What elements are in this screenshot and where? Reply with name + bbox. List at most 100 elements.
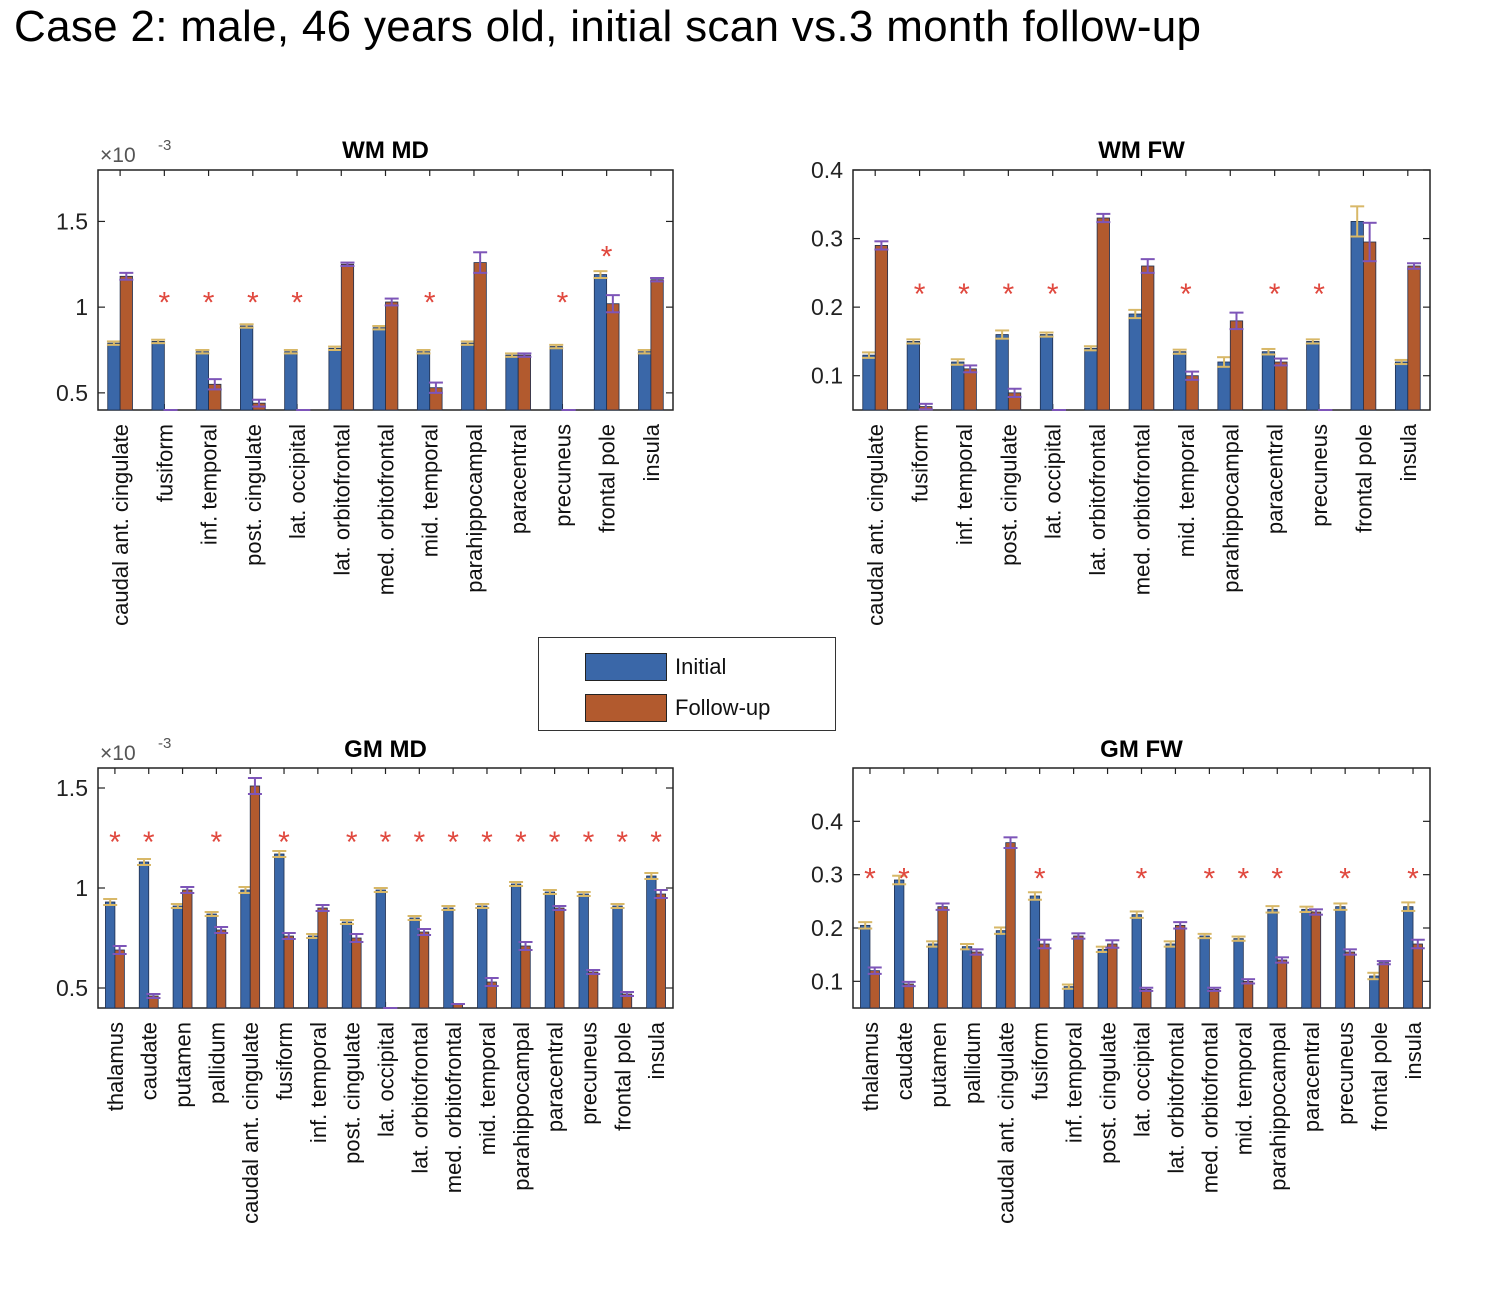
xtick-label-wm-md: fusiform <box>152 424 177 502</box>
xtick-label-gm-md: lat. orbitofrontal <box>407 1022 432 1174</box>
bar-followup-gm-md <box>655 893 666 1009</box>
xtick-label-gm-md: thalamus <box>103 1022 128 1111</box>
bar-followup-gm-md <box>215 929 227 1009</box>
bar-followup-wm-md <box>473 262 487 411</box>
bar-initial-gm-md <box>274 853 285 1009</box>
significance-star-gm-md: * <box>481 826 493 859</box>
significance-star-wm-md: * <box>557 287 569 320</box>
bar-initial-wm-fw <box>951 361 965 411</box>
xtick-label-gm-fw: post. cingulate <box>1096 1022 1121 1164</box>
significance-star-gm-md: * <box>549 826 561 859</box>
bar-initial-wm-md <box>416 351 431 411</box>
bar-initial-gm-md <box>240 889 251 1009</box>
chart-title-gm-md: GM MD <box>344 736 427 763</box>
xtick-label-wm-md: lat. orbitofrontal <box>329 424 354 576</box>
bar-followup-gm-fw <box>937 906 948 1009</box>
xtick-label-gm-fw: inf. temporal <box>1062 1022 1087 1143</box>
bar-followup-wm-fw <box>1185 375 1199 411</box>
bar-followup-gm-fw <box>1208 988 1220 1009</box>
bar-initial-wm-md <box>107 342 121 411</box>
xtick-label-wm-md: paracentral <box>506 424 531 534</box>
bar-initial-wm-md <box>195 351 209 411</box>
significance-star-gm-md: * <box>346 826 358 859</box>
significance-star-wm-md: * <box>291 287 303 320</box>
bar-initial-wm-fw <box>1394 361 1409 411</box>
xtick-label-wm-fw: parahippocampal <box>1218 424 1243 593</box>
bar-followup-gm-md <box>520 945 531 1009</box>
xtick-label-gm-md: frontal pole <box>610 1022 635 1131</box>
bar-initial-wm-fw <box>1217 361 1231 411</box>
bar-initial-gm-md <box>172 905 183 1009</box>
bar-followup-gm-fw <box>1107 943 1118 1009</box>
bar-initial-gm-md <box>578 893 589 1009</box>
bar-initial-wm-fw <box>906 341 920 411</box>
xtick-label-gm-md: inf. temporal <box>306 1022 331 1143</box>
significance-star-gm-md: * <box>447 826 459 859</box>
xtick-label-gm-md: med. orbitofrontal <box>441 1022 466 1193</box>
xtick-label-gm-md: caudal ant. cingulate <box>238 1022 263 1224</box>
xtick-label-gm-fw: parahippocampal <box>1265 1022 1290 1191</box>
significance-star-wm-fw: * <box>914 278 926 311</box>
bar-followup-gm-md <box>249 785 261 1009</box>
legend-label-followup: Follow-up <box>675 695 771 720</box>
exponent-power-wm-md: -3 <box>158 137 171 154</box>
bar-followup-gm-md <box>554 907 565 1009</box>
xtick-label-wm-md: inf. temporal <box>197 424 222 545</box>
legend-swatch-initial <box>585 653 667 681</box>
figure-title: Case 2: male, 46 years old, initial scan… <box>14 2 1202 51</box>
xtick-label-wm-md: insula <box>639 423 664 481</box>
xtick-label-gm-fw: paracentral <box>1299 1022 1324 1132</box>
bar-initial-wm-md <box>151 341 165 411</box>
bar-followup-wm-fw <box>1407 265 1421 411</box>
xtick-label-gm-fw: caudal ant. cingulate <box>994 1022 1019 1224</box>
xtick-label-wm-fw: precuneus <box>1307 424 1332 527</box>
bar-followup-wm-fw <box>1096 217 1110 411</box>
significance-star-gm-md: * <box>650 826 662 859</box>
bar-followup-gm-md <box>351 937 362 1009</box>
xtick-label-gm-fw: mid. temporal <box>1231 1022 1256 1155</box>
xtick-label-wm-md: parahippocampal <box>462 424 487 593</box>
exponent-power-gm-md: -3 <box>158 735 171 752</box>
xtick-label-wm-fw: inf. temporal <box>952 424 977 545</box>
bar-followup-wm-md <box>340 263 355 411</box>
bar-initial-gm-md <box>646 875 657 1009</box>
bar-followup-gm-fw <box>1242 980 1254 1009</box>
xtick-label-wm-md: precuneus <box>550 424 575 527</box>
legend-swatch-followup <box>585 694 667 722</box>
xtick-label-gm-md: caudate <box>137 1022 162 1100</box>
xtick-label-wm-fw: paracentral <box>1263 424 1288 534</box>
bar-followup-wm-fw <box>874 245 889 411</box>
bar-initial-wm-md <box>549 346 563 411</box>
xtick-label-gm-md: fusiform <box>272 1022 297 1100</box>
bar-followup-gm-fw <box>1073 935 1084 1009</box>
bar-followup-gm-fw <box>903 983 914 1009</box>
bar-initial-gm-md <box>510 883 522 1009</box>
bar-initial-gm-md <box>409 917 420 1009</box>
bar-followup-gm-md <box>418 931 430 1009</box>
bar-followup-gm-md <box>588 971 599 1009</box>
significance-star-wm-fw: * <box>958 278 970 311</box>
xtick-label-gm-fw: caudate <box>892 1022 917 1100</box>
bar-initial-wm-fw <box>995 334 1009 411</box>
bar-initial-wm-md <box>638 351 652 411</box>
bar-followup-gm-md <box>182 889 193 1009</box>
xtick-label-wm-md: med. orbitofrontal <box>374 424 399 595</box>
xtick-label-gm-md: mid. temporal <box>475 1022 500 1155</box>
ytick-label-wm-fw: 0.1 <box>811 363 843 389</box>
significance-star-gm-md: * <box>109 826 121 859</box>
xtick-label-wm-fw: insula <box>1396 423 1421 481</box>
bar-initial-wm-md <box>284 351 298 411</box>
xtick-label-wm-md: lat. occipital <box>285 424 310 539</box>
bar-followup-gm-md <box>283 935 294 1009</box>
legend-item-followup: Follow-up <box>585 693 770 723</box>
xtick-label-gm-fw: insula <box>1401 1021 1426 1079</box>
bar-initial-gm-fw <box>1199 935 1210 1009</box>
bar-initial-gm-fw <box>1131 914 1142 1009</box>
xtick-label-gm-fw: pallidum <box>960 1022 985 1104</box>
xtick-label-gm-md: insula <box>644 1021 669 1079</box>
xtick-label-gm-fw: lat. orbitofrontal <box>1163 1022 1188 1174</box>
bar-followup-gm-fw <box>971 951 982 1009</box>
significance-star-gm-fw: * <box>1136 863 1148 896</box>
significance-star-gm-md: * <box>380 826 392 859</box>
ytick-label-gm-fw: 0.1 <box>811 968 843 994</box>
